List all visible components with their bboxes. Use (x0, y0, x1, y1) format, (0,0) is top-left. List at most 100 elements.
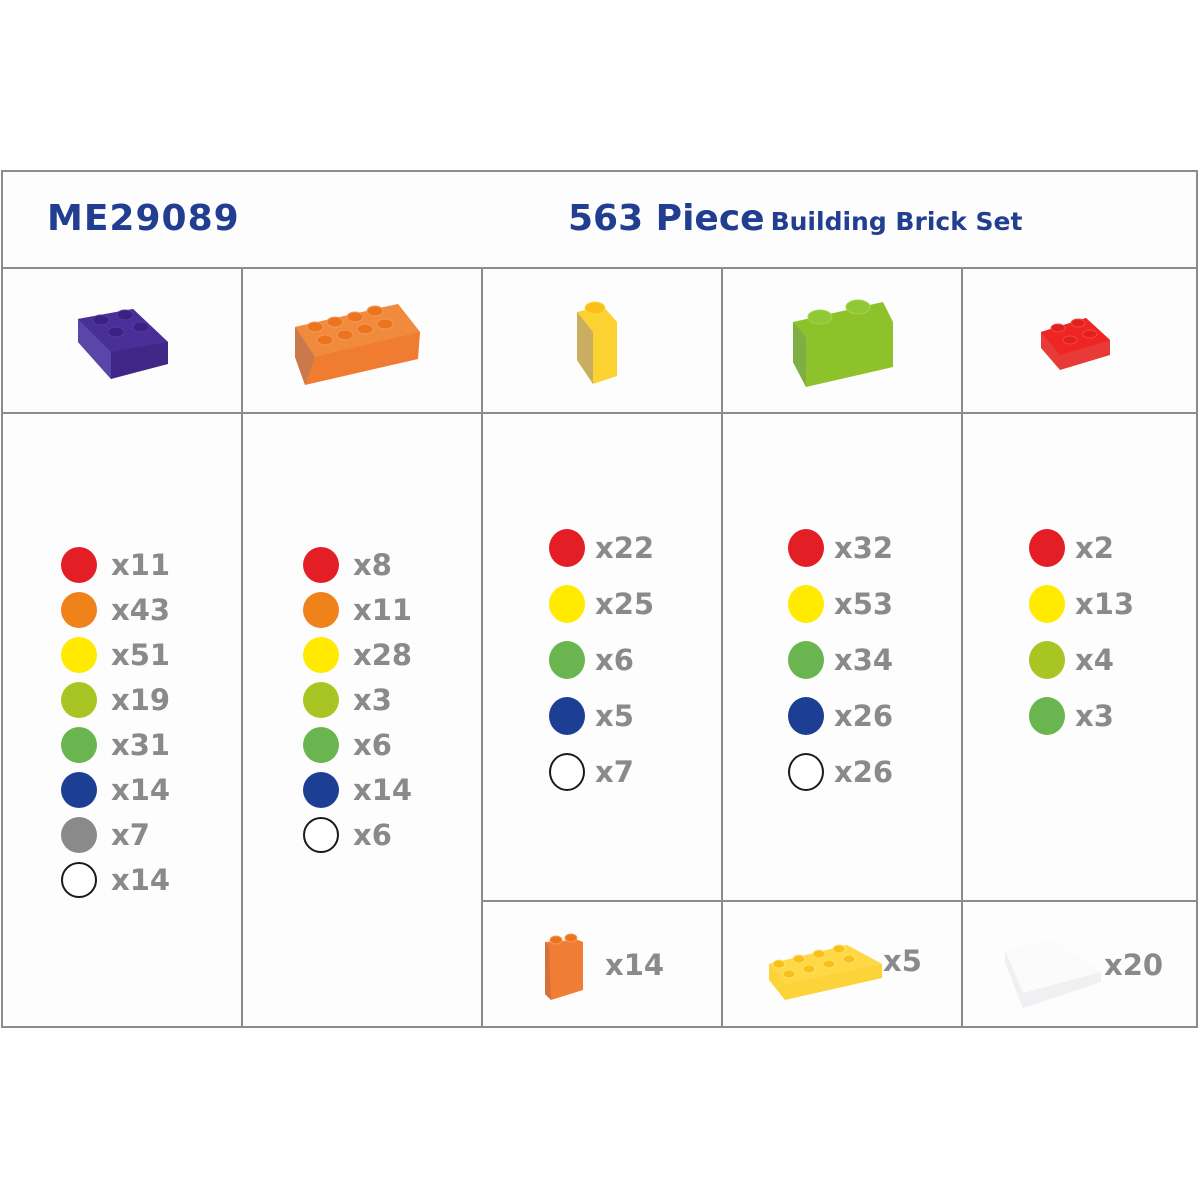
color-swatch-orange (303, 591, 339, 628)
divider (481, 900, 1196, 902)
color-swatch-green (303, 726, 339, 763)
color-swatch-green (61, 726, 97, 763)
quantity: x26 (834, 755, 894, 789)
divider (481, 267, 483, 1026)
list-item: x22 (549, 520, 654, 576)
list-item: x4 (1029, 632, 1134, 688)
list-item: x26 (788, 744, 893, 800)
list-item: x11 (303, 587, 412, 632)
quantity: x5 (883, 944, 922, 978)
list-item: x13 (1029, 576, 1134, 632)
color-swatch-green (1029, 697, 1065, 735)
color-swatch-blue (61, 771, 97, 808)
color-swatch-yellow (788, 585, 824, 623)
divider (3, 412, 1196, 414)
list-item: x2 (1029, 520, 1134, 576)
color-swatch-yellow (61, 636, 97, 673)
list-item: x14 (61, 767, 170, 812)
orange-1x2-tall-brick-icon (545, 933, 583, 1000)
color-swatch-white (549, 753, 585, 791)
list-item: x14 (61, 857, 170, 902)
quantity: x8 (353, 547, 392, 582)
color-swatch-lime (303, 681, 339, 718)
quantity: x14 (605, 948, 665, 982)
quantity: x11 (353, 592, 413, 627)
list-item: x31 (61, 722, 170, 767)
quantity: x4 (1075, 643, 1114, 677)
list-item: x3 (1029, 688, 1134, 744)
list-item: x5 (549, 688, 654, 744)
color-swatch-green (788, 641, 824, 679)
quantity: x53 (834, 587, 894, 621)
quantity: x28 (353, 637, 413, 672)
color-swatch-red (549, 529, 585, 567)
list-item: x7 (61, 812, 170, 857)
quantity: x7 (111, 817, 150, 852)
list-item: x14 (303, 767, 412, 812)
color-swatch-blue (788, 697, 824, 735)
color-swatch-yellow (549, 585, 585, 623)
quantity: x26 (834, 699, 894, 733)
quantity: x25 (595, 587, 655, 621)
list-item: x7 (549, 744, 654, 800)
quantity: x6 (595, 643, 634, 677)
list-item: x28 (303, 632, 412, 677)
quantity: x3 (1075, 699, 1114, 733)
color-swatch-blue (549, 697, 585, 735)
quantity: x5 (595, 699, 634, 733)
white-2x2-tile-icon (1005, 940, 1101, 1008)
list-item: x6 (303, 812, 412, 857)
list-item: x32 (788, 520, 893, 576)
quantity: x31 (111, 727, 171, 762)
yellow-1x1-brick-icon (577, 301, 617, 384)
color-list-col-1: x11 x43 x51 x19 x31 x14 x7 x14 (61, 542, 170, 902)
purple-2x2-brick-icon (78, 309, 168, 379)
list-item: x6 (303, 722, 412, 767)
color-swatch-gray (61, 816, 97, 853)
color-swatch-red (61, 546, 97, 583)
color-swatch-red (1029, 529, 1065, 567)
quantity: x22 (595, 531, 655, 565)
color-swatch-lime (1029, 641, 1065, 679)
list-item: x6 (549, 632, 654, 688)
quantity: x2 (1075, 531, 1114, 565)
quantity: x20 (1104, 948, 1164, 982)
divider (241, 267, 243, 1026)
quantity: x6 (353, 817, 392, 852)
set-name: Building Brick Set (770, 207, 1023, 236)
quantity: x14 (111, 862, 171, 897)
color-list-col-5: x2 x13 x4 x3 (1029, 520, 1134, 744)
quantity: x11 (111, 547, 171, 582)
color-list-col-3: x22 x25 x6 x5 x7 (549, 520, 654, 800)
orange-2x4-brick-icon (295, 304, 420, 385)
quantity: x14 (353, 772, 413, 807)
list-item: x19 (61, 677, 170, 722)
list-item: x3 (303, 677, 412, 722)
quantity: x32 (834, 531, 894, 565)
quantity: x34 (834, 643, 894, 677)
color-swatch-yellow (1029, 585, 1065, 623)
color-swatch-blue (303, 771, 339, 808)
divider (961, 267, 963, 1026)
color-list-col-4: x32 x53 x34 x26 x26 (788, 520, 893, 800)
quantity: x7 (595, 755, 634, 789)
color-swatch-white (303, 816, 339, 853)
quantity: x19 (111, 682, 171, 717)
product-code: ME29089 (47, 198, 240, 239)
list-item: x26 (788, 688, 893, 744)
divider (721, 267, 723, 1026)
list-item: x25 (549, 576, 654, 632)
quantity: x3 (353, 682, 392, 717)
list-item: x43 (61, 587, 170, 632)
color-swatch-lime (61, 681, 97, 718)
color-swatch-red (788, 529, 824, 567)
piece-count: 563 Piece (568, 198, 765, 239)
color-swatch-orange (61, 591, 97, 628)
divider (3, 267, 1196, 269)
quantity: x51 (111, 637, 171, 672)
color-list-col-2: x8 x11 x28 x3 x6 x14 x6 (303, 542, 412, 857)
quantity: x14 (111, 772, 171, 807)
list-item: x8 (303, 542, 412, 587)
red-2x2-plate-icon (1041, 318, 1110, 370)
color-swatch-red (303, 546, 339, 583)
